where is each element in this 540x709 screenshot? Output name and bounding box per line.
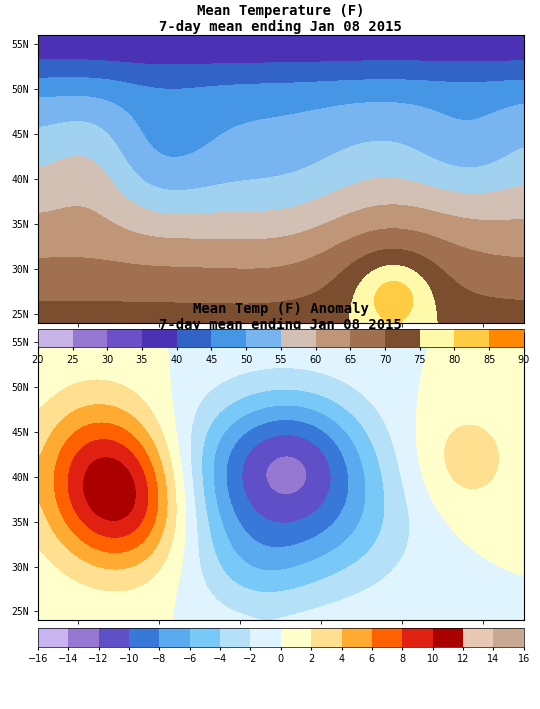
Title: Mean Temp (F) Anomaly
7-day mean ending Jan 08 2015: Mean Temp (F) Anomaly 7-day mean ending … (159, 301, 402, 332)
Title: Mean Temperature (F)
7-day mean ending Jan 08 2015: Mean Temperature (F) 7-day mean ending J… (159, 4, 402, 34)
